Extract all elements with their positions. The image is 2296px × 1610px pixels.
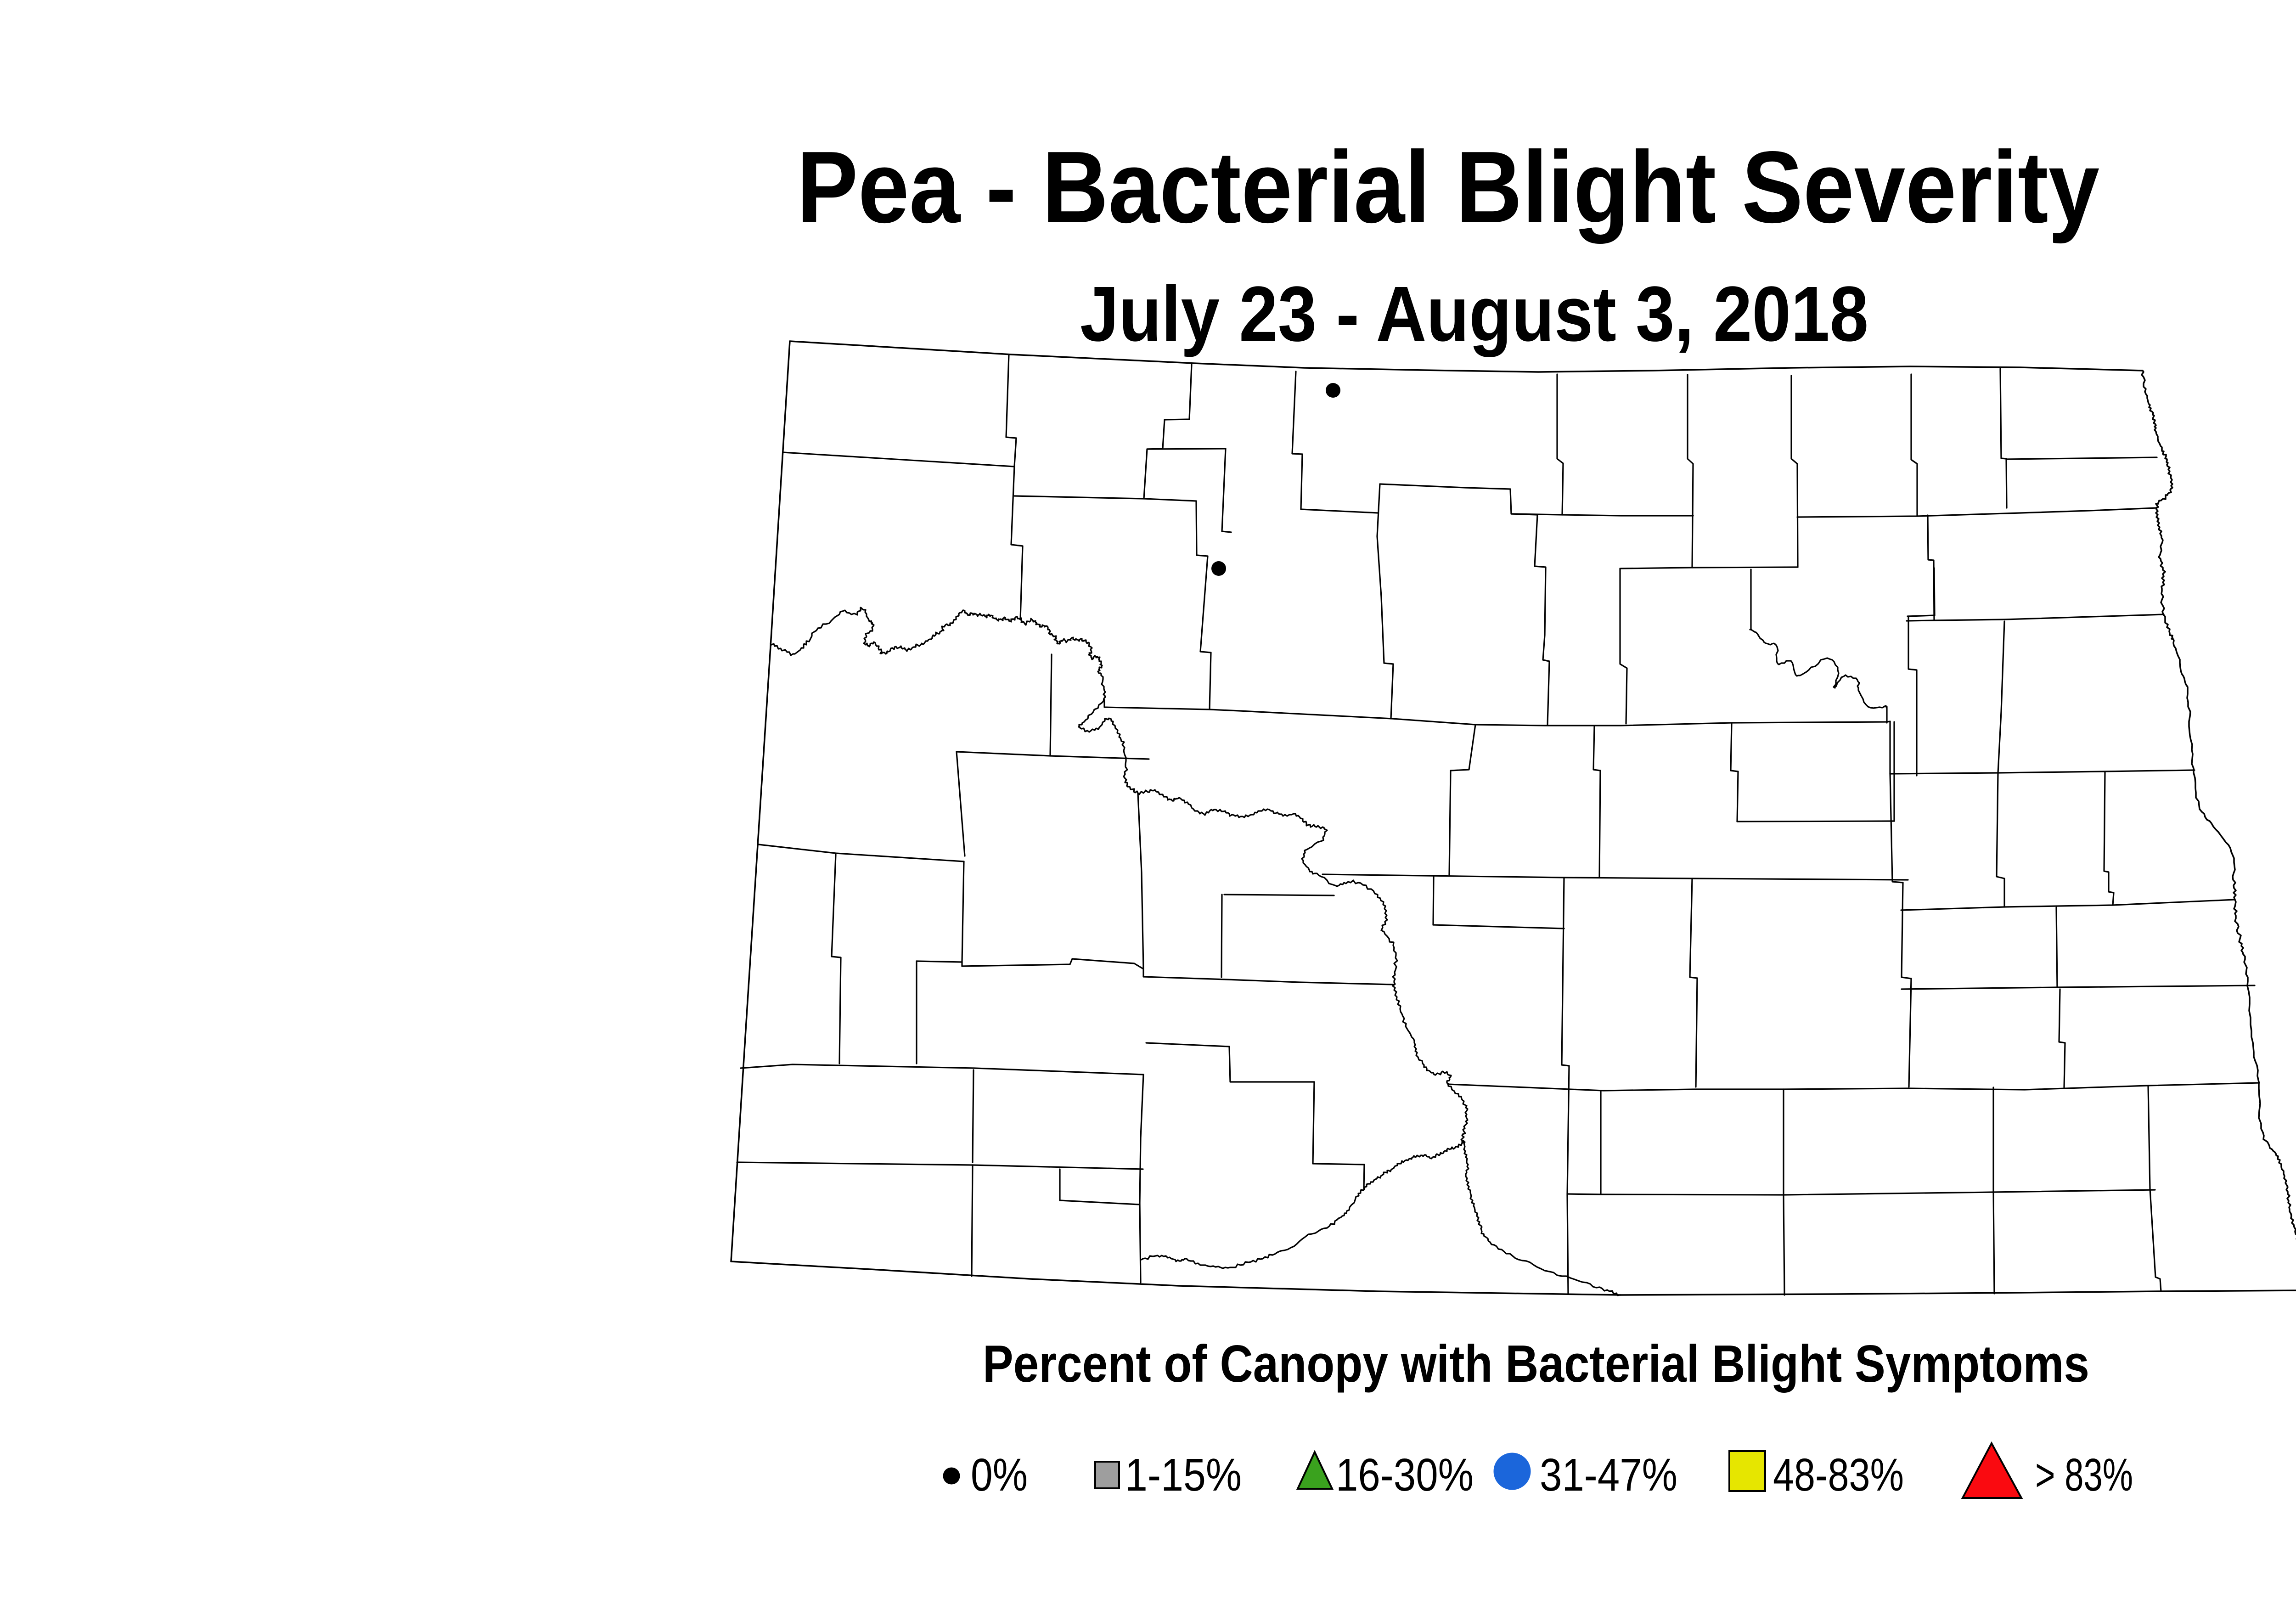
svg-text:Percent of Canopy with Bacteri: Percent of Canopy with Bacterial Blight … bbox=[983, 1335, 2089, 1393]
svg-text:July 23 - August 3, 2018: July 23 - August 3, 2018 bbox=[1080, 270, 1868, 358]
svg-text:Pea - Bacterial Blight Severit: Pea - Bacterial Blight Severity bbox=[797, 130, 2099, 244]
svg-text:> 83%: > 83% bbox=[2035, 1449, 2133, 1501]
svg-text:1-15%: 1-15% bbox=[1125, 1449, 1242, 1501]
svg-text:31-47%: 31-47% bbox=[1540, 1449, 1677, 1501]
svg-text:16-30%: 16-30% bbox=[1336, 1449, 1474, 1501]
svg-text:0%: 0% bbox=[971, 1449, 1028, 1501]
svg-text:48-83%: 48-83% bbox=[1773, 1449, 1904, 1501]
